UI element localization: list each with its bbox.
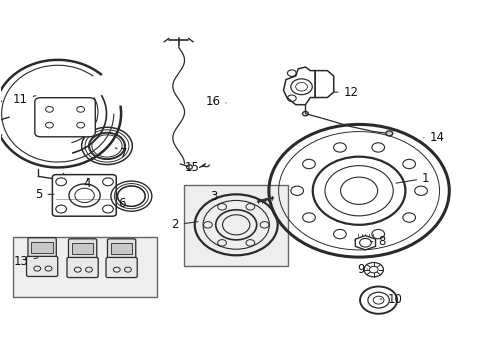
FancyBboxPatch shape: [67, 257, 98, 278]
FancyBboxPatch shape: [35, 98, 95, 137]
FancyBboxPatch shape: [28, 238, 56, 260]
Text: 2: 2: [171, 218, 198, 231]
Circle shape: [385, 131, 392, 136]
Text: 12: 12: [333, 86, 358, 99]
Text: 5: 5: [35, 188, 54, 201]
Text: 11: 11: [13, 93, 36, 106]
FancyBboxPatch shape: [26, 256, 58, 276]
FancyBboxPatch shape: [111, 243, 132, 254]
FancyBboxPatch shape: [107, 239, 136, 261]
Text: 6: 6: [118, 197, 125, 210]
FancyBboxPatch shape: [106, 257, 137, 278]
Text: 8: 8: [369, 235, 385, 248]
Text: 3: 3: [210, 190, 222, 203]
Text: 10: 10: [379, 293, 401, 306]
Polygon shape: [283, 67, 315, 105]
Text: 13: 13: [14, 255, 38, 268]
Text: 9: 9: [356, 263, 366, 276]
FancyBboxPatch shape: [13, 237, 157, 297]
Text: 4: 4: [83, 177, 91, 190]
Text: 15: 15: [184, 161, 204, 174]
Text: 7: 7: [115, 147, 127, 159]
Text: 1: 1: [395, 172, 429, 185]
FancyBboxPatch shape: [183, 185, 288, 266]
FancyBboxPatch shape: [72, 243, 93, 254]
FancyBboxPatch shape: [52, 175, 116, 216]
FancyBboxPatch shape: [31, 242, 53, 253]
Text: 16: 16: [205, 95, 225, 108]
Polygon shape: [315, 71, 333, 98]
Text: 14: 14: [423, 131, 444, 144]
FancyBboxPatch shape: [68, 239, 97, 261]
Polygon shape: [355, 235, 375, 250]
